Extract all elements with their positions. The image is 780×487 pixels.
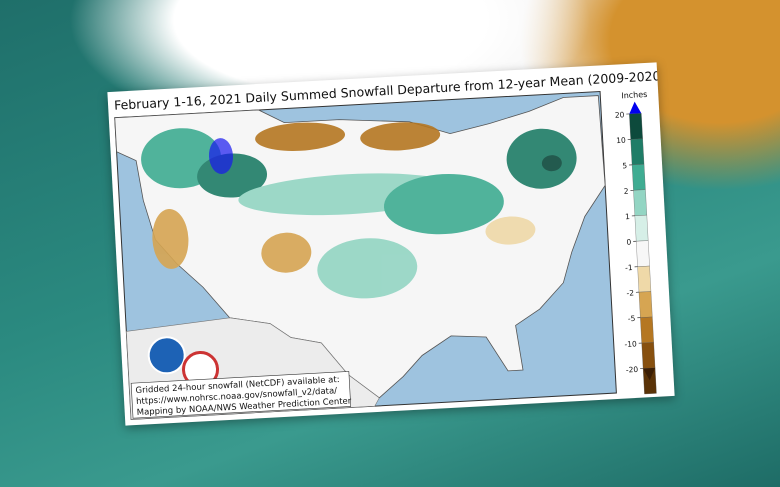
footnote-box (130, 371, 352, 419)
patch (255, 122, 346, 151)
colorbar-over (629, 101, 642, 114)
colorbar-segment (640, 316, 654, 344)
patch (506, 128, 577, 189)
colorbar-label: Inches (621, 90, 647, 100)
patch (208, 138, 234, 175)
colorbar-segment (633, 189, 647, 216)
colorbar-segment (636, 240, 650, 267)
colorbar-segment (631, 164, 646, 191)
colorbar-tick-label: 1 (625, 212, 630, 221)
patch (383, 173, 504, 235)
colorbar-tick-label: 10 (616, 136, 626, 146)
colorbar-tick-label: 0 (626, 237, 631, 246)
colorbar-tick-label: 2 (623, 187, 628, 196)
patch (152, 208, 189, 269)
colorbar-tick-label: -20 (626, 365, 639, 375)
map-figure: February 1-16, 2021 Daily Summed Snowfal… (114, 68, 666, 420)
noaa-logo (147, 336, 186, 375)
patch (360, 122, 441, 151)
colorbar-segment (641, 342, 656, 369)
colorbar-segment (637, 265, 652, 293)
colorbar-segment (629, 113, 643, 140)
colorbar-segment (638, 291, 653, 318)
colorbar-tick-label: 5 (622, 161, 627, 170)
map-card: February 1-16, 2021 Daily Summed Snowfal… (107, 62, 675, 426)
patch (541, 155, 562, 172)
colorbar-under (643, 367, 656, 381)
colorbar-tick-label: -2 (626, 288, 634, 297)
patch (261, 232, 312, 273)
colorbar-tick-label: 20 (615, 110, 625, 120)
colorbar-tick-label: -5 (628, 314, 636, 323)
colorbar-segment (630, 138, 645, 166)
colorbar-segment (634, 214, 649, 242)
patch (485, 216, 536, 245)
colorbar-tick-label: -10 (624, 339, 637, 349)
colorbar-tick-label: -1 (625, 263, 633, 272)
departure-patches (141, 122, 577, 299)
patch (317, 238, 418, 299)
